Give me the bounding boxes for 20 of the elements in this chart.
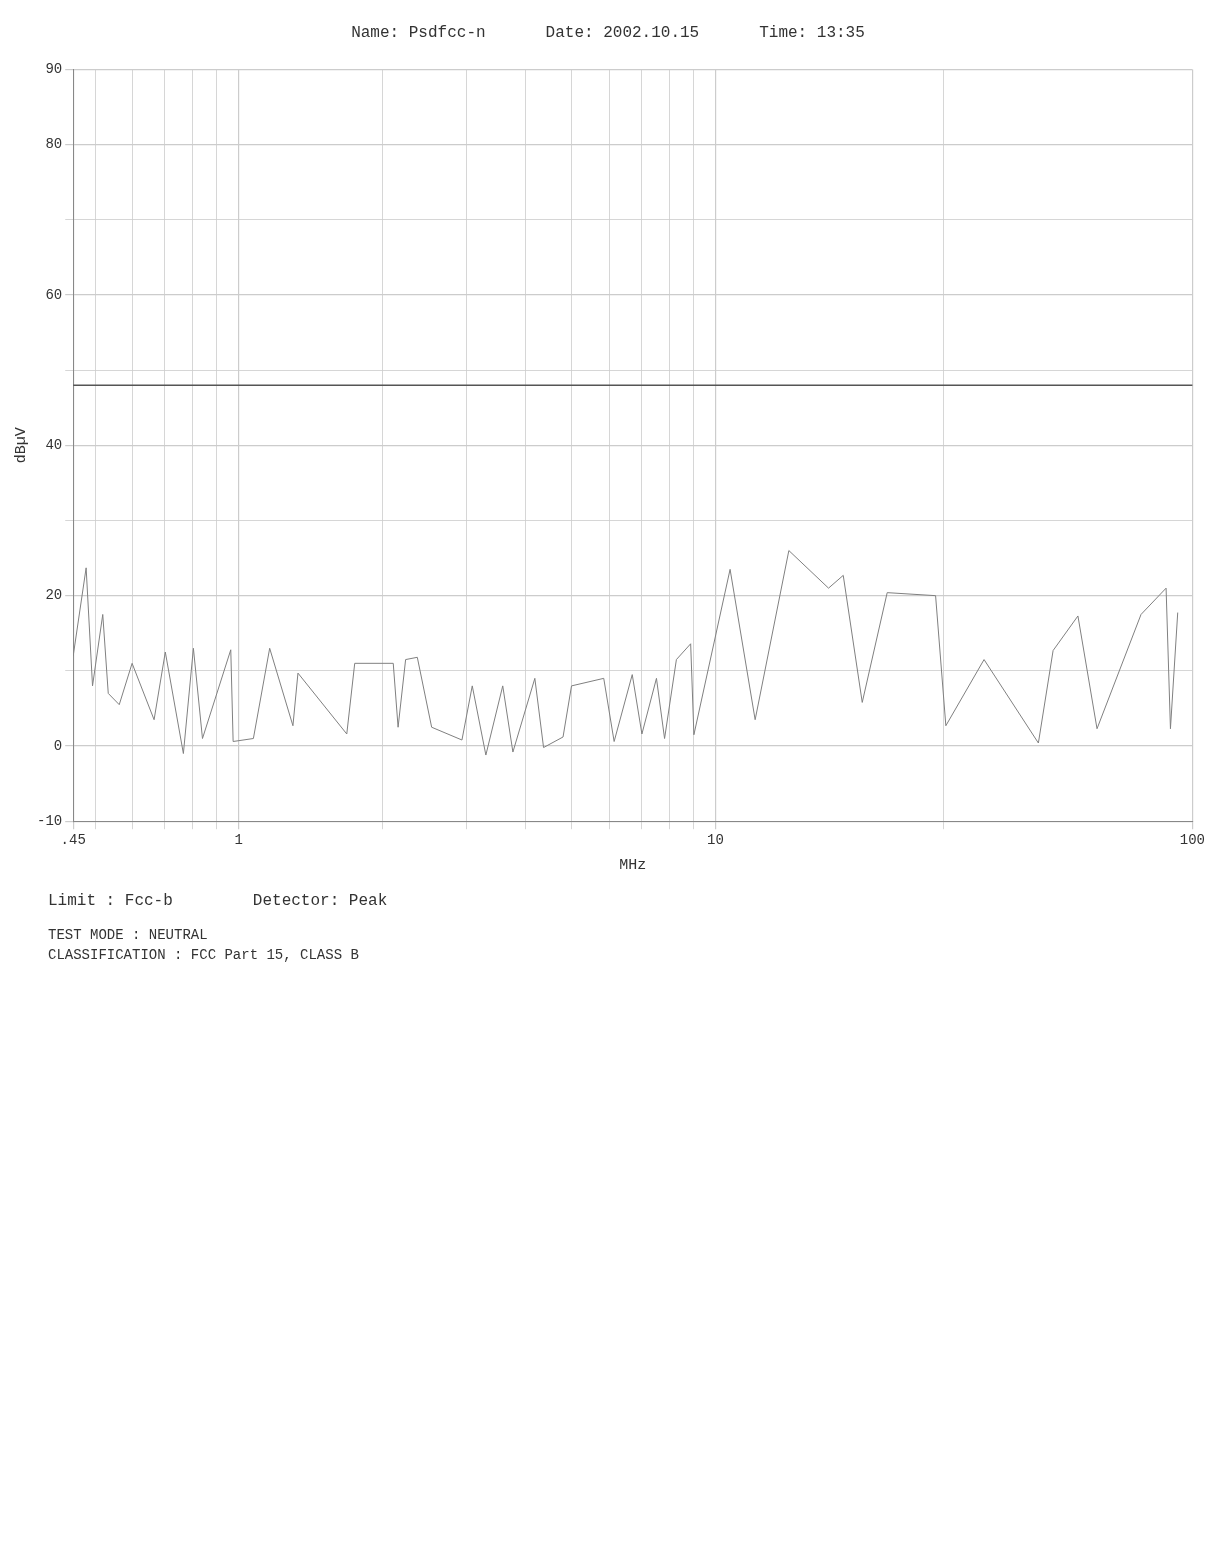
- x-tick-label: 10: [707, 832, 724, 849]
- y-tick-label: 90: [45, 61, 63, 78]
- x-tick-label: 1: [234, 832, 243, 849]
- text: CLASSIFICATION : FCC Part 15, CLASS B: [48, 945, 360, 965]
- y-tick-label: 60: [45, 286, 63, 303]
- y-axis-title: dBµV: [12, 427, 30, 464]
- chart-title: Name: Psdfcc-n: [351, 24, 486, 42]
- text: Date: 2002.10.15: [545, 24, 700, 42]
- x-tick-label: 100: [1179, 832, 1206, 849]
- text: TEST MODE : NEUTRAL: [48, 926, 209, 945]
- x-axis-title: MHz: [619, 856, 647, 874]
- y-tick-label: -10: [36, 812, 63, 829]
- y-tick-label: 0: [53, 737, 63, 754]
- text: Detector: Peak: [252, 892, 388, 910]
- text: Limit : Fcc-b: [48, 892, 173, 910]
- y-tick-label: 40: [45, 437, 63, 453]
- x-tick-label: .45: [60, 832, 86, 849]
- text: Time: 13:35: [759, 24, 865, 42]
- y-tick-label: 80: [45, 136, 63, 153]
- y-tick-label: 20: [45, 587, 63, 604]
